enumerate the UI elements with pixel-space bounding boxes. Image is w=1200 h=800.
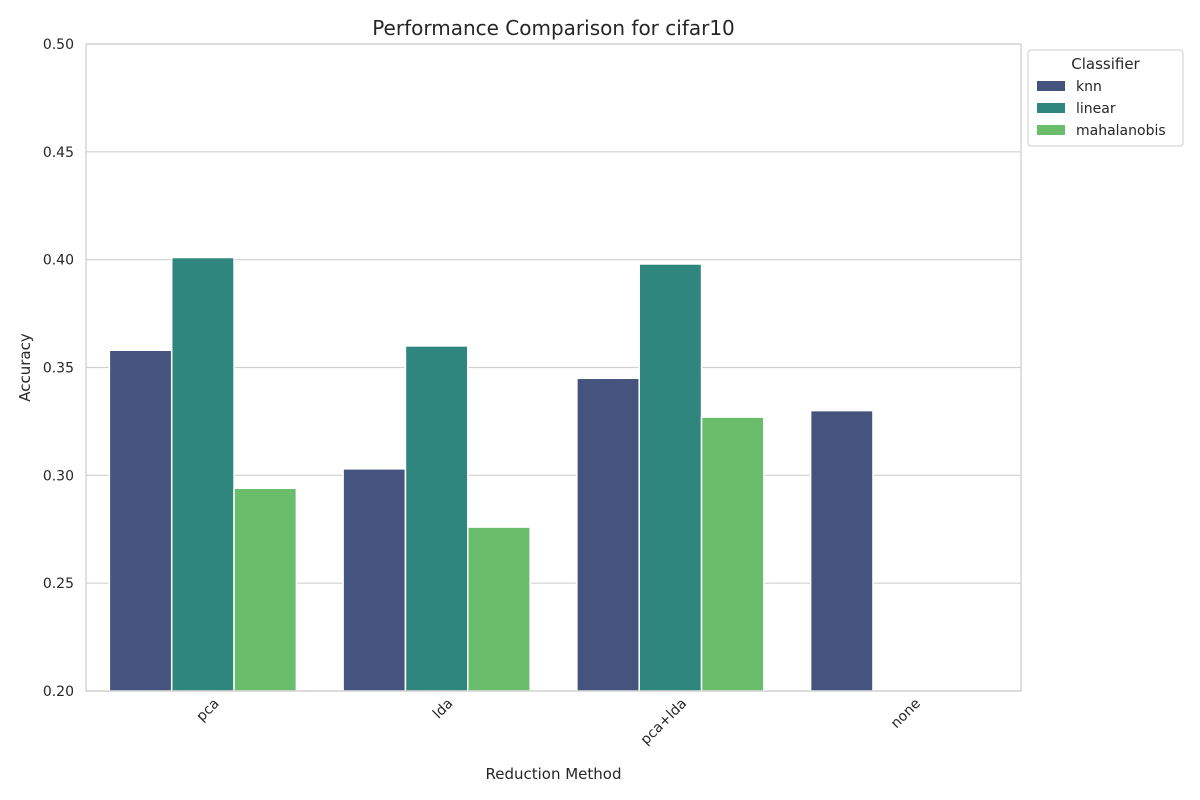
y-axis-label: Accuracy	[16, 333, 34, 402]
plot-frame	[85, 43, 1022, 692]
y-axis-ticks: 0.20 0.25 0.30 0.35 0.40 0.45 0.50	[43, 37, 74, 700]
legend-items: knn linear mahalanobis	[1037, 79, 1166, 139]
y-tick-label: 0.40	[43, 253, 74, 269]
bar-mahalanobis-lda	[467, 526, 531, 692]
legend-box	[1027, 49, 1184, 147]
y-tick-label: 0.45	[43, 145, 74, 161]
legend-label-mahalanobis: mahalanobis	[1076, 123, 1166, 139]
y-tick-label: 0.30	[43, 468, 74, 484]
legend-label-linear: linear	[1076, 101, 1116, 117]
bar-mahalanobis-pca	[233, 487, 298, 692]
bar-knn-none	[809, 409, 874, 692]
bar-knn-pca+lda	[576, 377, 640, 692]
y-tick-label: 0.20	[43, 684, 74, 700]
legend-swatch-mahalanobis	[1037, 125, 1065, 135]
x-axis-ticks: pca lda pca+lda none	[194, 696, 924, 749]
bar-linear-pca	[170, 256, 235, 692]
x-tick-label: pca+lda	[638, 696, 691, 749]
bar-mahalanobis-pca+lda	[700, 416, 765, 692]
legend-swatch-knn	[1037, 81, 1065, 91]
y-tick-label: 0.35	[43, 361, 74, 377]
chart-title: Performance Comparison for cifar10	[372, 16, 735, 40]
bar-linear-pca+lda	[638, 263, 703, 692]
legend-title: Classifier	[1071, 55, 1140, 73]
x-tick-label: lda	[430, 696, 456, 722]
bars	[108, 256, 874, 692]
x-axis-label: Reduction Method	[485, 765, 621, 783]
x-tick-label: pca	[194, 696, 223, 725]
legend: Classifier knn linear mahalanobis	[1027, 49, 1184, 147]
x-tick-label: none	[888, 696, 924, 732]
legend-label-knn: knn	[1076, 79, 1102, 95]
legend-swatch-linear	[1037, 103, 1065, 113]
bar-knn-lda	[342, 468, 407, 692]
bar-knn-pca	[108, 349, 173, 692]
y-tick-label: 0.50	[43, 37, 74, 53]
y-tick-label: 0.25	[43, 576, 74, 592]
bar-linear-lda	[404, 345, 469, 692]
